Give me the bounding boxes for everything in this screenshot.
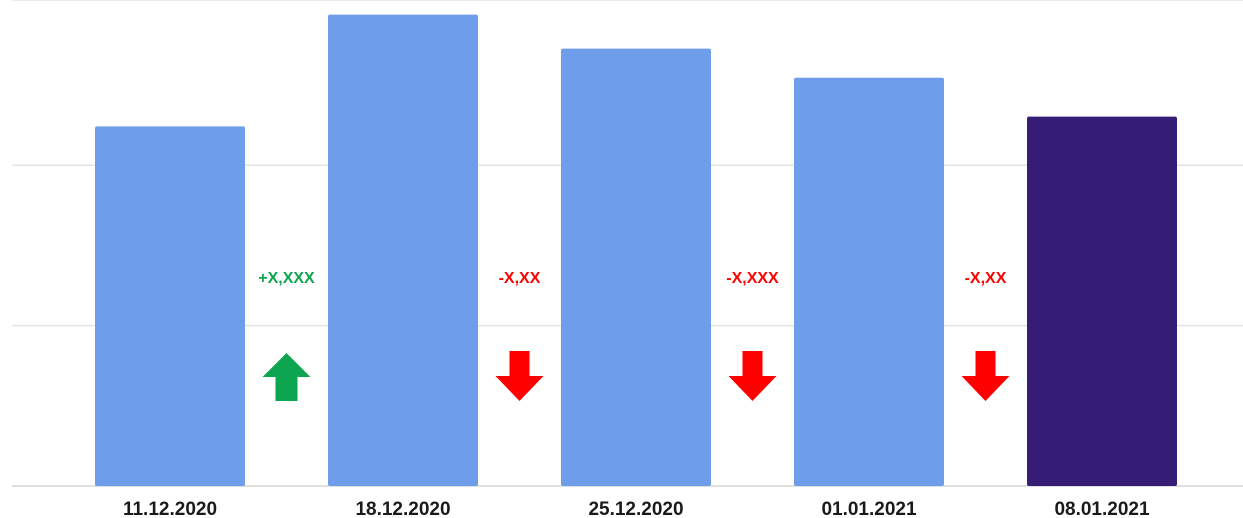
- bars: [95, 14, 1177, 487]
- x-tick-label: 11.12.2020: [123, 499, 217, 518]
- bar-25.12.2020: [561, 48, 711, 486]
- change-annotation: -X,XXX: [726, 270, 779, 401]
- change-annotation: +X,XXX: [258, 270, 315, 401]
- x-tick-label: 01.01.2021: [821, 499, 917, 518]
- bar-08.01.2021: [1027, 116, 1177, 486]
- arrow-down-icon: [728, 351, 777, 401]
- arrow-down-icon: [961, 351, 1010, 401]
- change-label: -X,XXX: [726, 270, 779, 287]
- change-annotation: -X,XX: [495, 270, 544, 401]
- change-label: -X,XX: [499, 270, 541, 287]
- change-annotations: +X,XXX -X,XX -X,XXX -X,XX: [258, 270, 1010, 401]
- x-tick-label: 18.12.2020: [355, 499, 450, 518]
- arrow-down-icon: [495, 351, 544, 401]
- arrow-up-icon: [262, 353, 311, 401]
- bar-01.01.2021: [794, 77, 944, 486]
- x-axis-tick-labels: 11.12.2020 18.12.2020 25.12.2020 01.01.2021…: [123, 499, 1150, 518]
- x-tick-label: 25.12.2020: [588, 499, 683, 518]
- change-label: +X,XXX: [258, 270, 315, 287]
- bar-18.12.2020: [328, 14, 478, 487]
- change-annotation: -X,XX: [961, 270, 1010, 401]
- x-tick-label: 08.01.2021: [1054, 499, 1150, 518]
- change-label: -X,XX: [965, 270, 1007, 287]
- bar-11.12.2020: [95, 126, 245, 487]
